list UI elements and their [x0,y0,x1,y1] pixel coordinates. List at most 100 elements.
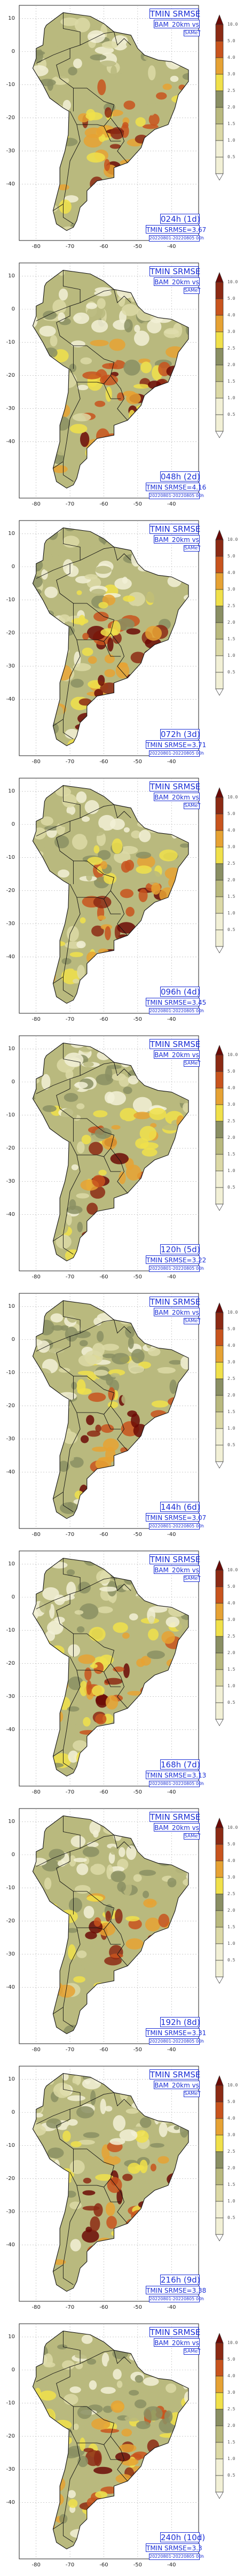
error-blob [79,1603,99,1620]
lat-tick-label: -10 [6,1627,15,1633]
map-panel: 10.0 5.0 4.0 3.0 2.5 2.0 1.5 1.0 0.5 10 0 -10 -20 -30… [0,0,252,258]
error-blob [69,1199,76,1211]
colorbar-swatch [215,90,224,108]
error-blob [119,2129,138,2142]
error-blob [76,590,82,595]
error-blob [67,1706,80,1712]
error-blob [77,384,89,391]
error-blob [77,1370,94,1376]
error-blob [73,1740,88,1751]
error-blob [126,1845,137,1860]
error-blob [180,1355,189,1370]
colorbar-label: 4.0 [227,55,235,60]
error-blob [111,1871,126,1882]
error-blob [39,2391,57,2401]
error-blob [61,1108,77,1122]
lat-tick-label: -10 [6,1884,15,1891]
country-border [56,1579,115,1664]
lat-tick-label: -40 [6,181,15,187]
colorbar-label: 2.5 [227,2149,235,2154]
colorbar-swatch [215,1395,224,1413]
colorbar-swatch [215,622,224,640]
error-blob [51,52,59,60]
error-blob [47,2147,64,2159]
error-blob [93,611,109,622]
lat-tick-label: -10 [6,854,15,860]
lat-tick-label: -20 [6,2433,15,2439]
model-label: BAM_20km vs [154,20,200,28]
reference-label: SAMeT [184,1833,201,1840]
lat-tick-label: -40 [6,953,15,960]
error-blob [89,1820,101,1835]
country-border [62,12,81,45]
error-blob [97,1606,113,1613]
date-range-label: 20220801-20220805 00h [149,2038,204,2045]
colorbar-swatch [215,1686,224,1703]
error-map [19,2323,224,2559]
lat-tick-label: -40 [6,1984,15,1990]
error-blob [116,2380,123,2388]
error-blob [100,2098,106,2114]
reference-label: SAMeT [184,803,201,809]
lon-tick-label: -40 [167,2562,176,2568]
country-border [56,1064,115,1149]
map-panel: 10.0 5.0 4.0 3.0 2.5 2.0 1.5 1.0 0.5 10 0 -10 -20 -30… [0,1546,252,1803]
country-border [104,2350,131,2364]
error-blob [99,1834,105,1840]
error-blob [159,2122,168,2137]
error-blob [58,1461,69,1472]
error-blob [109,144,121,149]
colorbar-label: 4.0 [227,1085,235,1090]
error-blob [94,400,106,407]
error-blob [136,1658,145,1667]
map-panel: 10.0 5.0 4.0 3.0 2.5 2.0 1.5 1.0 0.5 10 0 -10 -20 -30… [0,2318,252,2576]
country-border [62,884,81,997]
lat-tick-label: 10 [8,788,15,794]
colorbar-label: 1.5 [227,1409,235,1414]
error-blob [73,312,90,324]
error-blob [86,1430,101,1437]
coastline [32,12,189,231]
error-blob [68,1750,79,1763]
error-blob [183,1101,189,1114]
colorbar-swatch [215,2201,224,2218]
error-blob [72,834,88,850]
colorbar-swatch [215,1170,224,1188]
error-blob [60,17,79,26]
error-blob [70,144,85,153]
srmse-label: TMIN SRMSE=3.67 [146,225,207,234]
colorbar-swatch [215,1137,224,1155]
error-blob [99,1654,114,1665]
error-blob [110,1153,129,1165]
country-border [104,2092,131,2107]
coastline [32,1043,189,1262]
country-border [56,291,115,376]
country-border [104,126,121,142]
error-map [19,520,224,756]
error-blob [147,871,162,886]
error-blob [124,2415,141,2422]
map-panel: 10.0 5.0 4.0 3.0 2.5 2.0 1.5 1.0 0.5 10 0 -10 -20 -30… [0,1030,252,1288]
colorbar-label: 2.0 [227,620,235,625]
colorbar-swatch [215,2475,224,2493]
error-blob [66,1308,79,1323]
error-blob [105,2106,113,2112]
error-blob [78,698,92,706]
error-blob [86,2358,97,2365]
error-blob [72,413,91,422]
lon-tick-label: -50 [133,244,143,250]
error-blob [135,2375,144,2383]
error-blob [45,553,53,561]
country-border [104,1320,131,1334]
error-blob [104,107,112,118]
error-blob [94,287,112,293]
error-blob [105,1911,111,1922]
colorbar-label: 1.5 [227,1152,235,1157]
lat-tick-label: -40 [6,696,15,702]
error-blob [100,1424,114,1433]
error-blob [98,1169,107,1176]
colorbar-arrow-min [215,1204,224,1211]
lat-tick-label: -20 [6,1918,15,1924]
error-blob [82,633,89,640]
lat-tick-label: -20 [6,630,15,636]
